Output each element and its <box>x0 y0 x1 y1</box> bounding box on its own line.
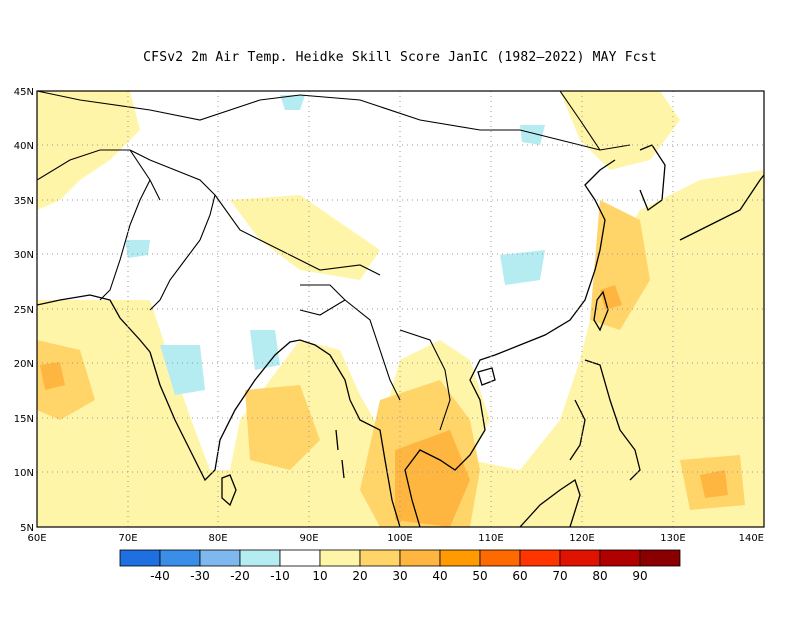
pacific-hotspot <box>700 470 728 498</box>
border-laos <box>399 329 451 431</box>
lon-tick-label: 80E <box>208 533 227 544</box>
lon-tick-label: 130E <box>660 533 685 544</box>
lat-tick-label: 20N <box>14 359 34 370</box>
border-pakistan-west <box>99 179 151 301</box>
tibet-yellow-region <box>230 195 380 280</box>
korea-coastline <box>639 144 666 212</box>
palawan-coastline <box>569 399 586 461</box>
lat-tick-label: 30N <box>14 250 34 261</box>
lat-tick-label: 15N <box>14 414 34 425</box>
colorbar-swatch <box>519 549 561 567</box>
lat-tick-label: 5N <box>20 523 34 534</box>
lon-tick-label: 100E <box>387 533 412 544</box>
border-india-pakistan <box>149 239 201 311</box>
colorbar-swatch <box>439 549 481 567</box>
lat-tick-label: 25N <box>14 305 34 316</box>
mongolia-cyan <box>520 125 545 145</box>
china-coastline <box>494 159 616 356</box>
colorbar-label: -20 <box>230 569 250 583</box>
plot-frame <box>36 90 765 528</box>
lon-tick-label: 70E <box>118 533 137 544</box>
coastline-layer <box>37 144 764 527</box>
north-cyan-patch <box>280 95 305 110</box>
lat-tick-label: 35N <box>14 196 34 207</box>
light-yellow-region <box>37 170 764 527</box>
colorbar-swatch <box>319 549 361 567</box>
colorbar-label: -40 <box>150 569 170 583</box>
gulf-thailand-orange <box>395 430 470 527</box>
malay-peninsula-west <box>349 399 401 527</box>
lon-axis: 60E 70E 80E 90E 100E 110E 120E 130E 140E <box>27 533 764 544</box>
east-india-cyan <box>250 330 280 370</box>
hainan-coastline <box>477 367 496 386</box>
colorbar-swatch <box>599 549 641 567</box>
taiwan-coastline <box>593 290 609 332</box>
gridlines <box>37 91 764 527</box>
nw-yellow-region <box>37 91 140 210</box>
colorbar-swatch <box>559 549 601 567</box>
colorbar-label: 80 <box>592 569 607 583</box>
arabian-sea-hotspot <box>40 362 65 390</box>
china-cyan <box>500 250 545 285</box>
lat-axis: 45N 40N 35N 30N 25N 20N 15N 10N 5N <box>14 87 34 534</box>
ne-yellow-region <box>560 91 680 170</box>
pakistan-cyan <box>125 240 150 258</box>
philippines-coastline <box>584 359 641 481</box>
central-india-cyan <box>160 345 205 395</box>
colorbar-swatch <box>239 549 281 567</box>
border-afghanistan <box>129 149 216 241</box>
shading-layer <box>37 91 764 527</box>
colorbar: -40 -30 -20 -10 10 20 30 40 50 60 70 80 90 <box>119 549 681 583</box>
colorbar-label: 30 <box>392 569 407 583</box>
bay-of-bengal-orange <box>245 385 320 470</box>
lon-tick-label: 90E <box>299 533 318 544</box>
colorbar-swatch <box>479 549 521 567</box>
lon-tick-label: 120E <box>569 533 594 544</box>
border-central-asia <box>37 149 161 201</box>
colorbar-label: 70 <box>552 569 567 583</box>
border-kazakh <box>37 91 301 121</box>
lon-tick-label: 60E <box>27 533 46 544</box>
indochina-coastline <box>404 354 496 527</box>
colorbar-swatch <box>359 549 401 567</box>
border-layer <box>37 91 631 431</box>
chart-title: CFSv2 2m Air Temp. Heidke Skill Score Ja… <box>143 50 657 65</box>
colorbar-label: 20 <box>352 569 367 583</box>
india-coastline <box>149 339 351 482</box>
lat-tick-label: 45N <box>14 87 34 98</box>
colorbar-label: 90 <box>632 569 647 583</box>
arabian-sea-orange <box>37 340 95 420</box>
colorbar-swatch <box>399 549 441 567</box>
colorbar-swatch <box>119 549 161 567</box>
colorbar-swatch <box>199 549 241 567</box>
border-mongolia <box>299 94 631 151</box>
colorbar-label: 10 <box>312 569 327 583</box>
japan-coastline <box>679 174 764 241</box>
andaman-islands <box>335 429 345 479</box>
colorbar-swatch <box>279 549 321 567</box>
colorbar-label: 60 <box>512 569 527 583</box>
sri-lanka-coastline <box>221 474 237 507</box>
border-ne-china <box>559 91 601 151</box>
border-himalaya <box>214 194 381 276</box>
lon-tick-label: 110E <box>478 533 503 544</box>
colorbar-label: 40 <box>432 569 447 583</box>
arabian-coastline <box>37 294 151 353</box>
colorbar-swatch <box>639 549 681 567</box>
colorbar-swatch <box>159 549 201 567</box>
colorbar-label: -30 <box>190 569 210 583</box>
taiwan-hotspot <box>600 285 622 310</box>
lat-tick-label: 40N <box>14 141 34 152</box>
colorbar-label: 50 <box>472 569 487 583</box>
borneo-coastline <box>519 478 581 527</box>
lon-tick-label: 140E <box>739 533 764 544</box>
border-myanmar <box>344 299 401 401</box>
colorbar-label: -10 <box>270 569 290 583</box>
lat-tick-label: 10N <box>14 468 34 479</box>
